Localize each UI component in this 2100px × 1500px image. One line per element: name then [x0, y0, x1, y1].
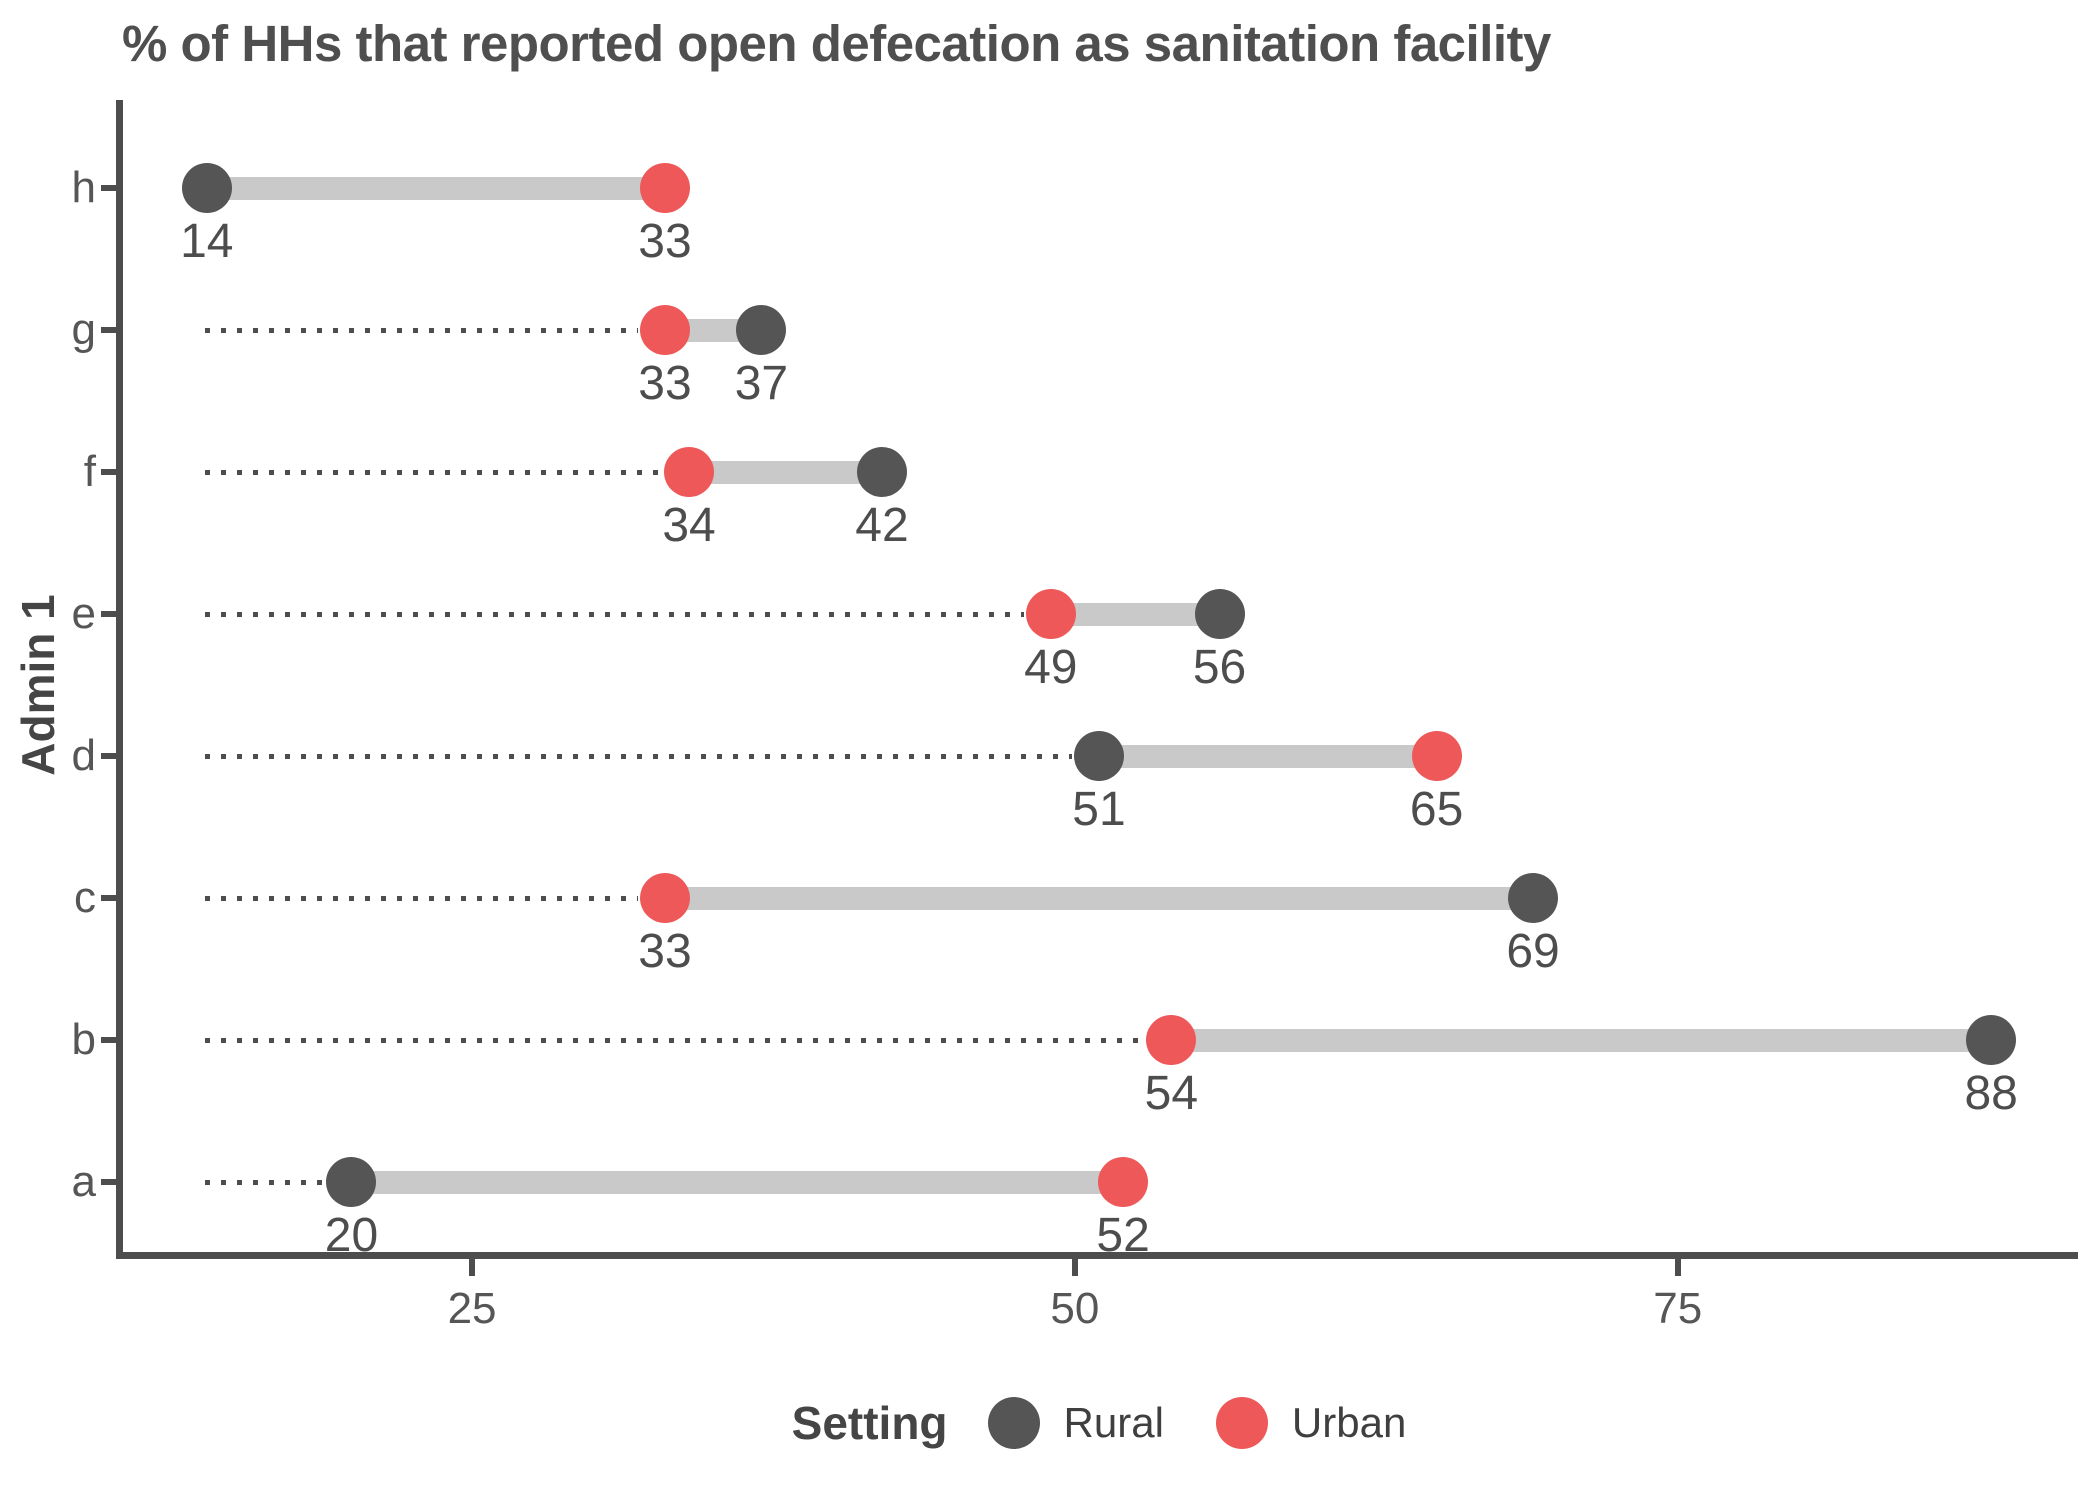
connector-bar — [1050, 603, 1220, 626]
value-label-urban: 33 — [638, 925, 692, 978]
leader-dotted-line — [204, 328, 638, 333]
chart-title: % of HHs that reported open defecation a… — [122, 15, 1551, 72]
value-label-rural: 88 — [1964, 1067, 2018, 1120]
value-label-rural: 42 — [855, 499, 909, 552]
y-axis-category-label: e — [71, 589, 96, 638]
y-axis-tick — [101, 185, 116, 191]
connector-bar — [351, 1171, 1124, 1194]
legend-rural-swatch-icon — [987, 1397, 1040, 1449]
x-axis-tick — [1674, 1259, 1681, 1276]
y-axis-tick — [101, 1037, 116, 1043]
y-axis-category-label: d — [71, 731, 96, 780]
value-label-rural: 51 — [1072, 783, 1126, 836]
value-label-rural: 37 — [734, 357, 789, 410]
leader-dotted-line — [204, 612, 1024, 617]
y-axis-tick — [101, 1179, 116, 1185]
leader-dotted-line — [204, 754, 1072, 759]
connector-bar — [1099, 745, 1437, 768]
x-axis-tick-label: 50 — [1050, 1284, 1100, 1333]
y-axis-category-label: a — [71, 1157, 96, 1206]
value-label-rural: 20 — [324, 1209, 379, 1262]
dot-rural — [181, 163, 232, 213]
dot-urban — [639, 305, 690, 355]
x-axis-line — [116, 1252, 2078, 1259]
dot-rural — [1966, 1015, 2017, 1065]
y-axis-line — [116, 100, 123, 1259]
dot-urban — [639, 873, 690, 923]
value-label-urban: 49 — [1024, 641, 1078, 694]
dot-rural — [1194, 589, 1245, 639]
dot-urban — [1411, 731, 1462, 781]
x-axis-tick-label: 25 — [447, 1284, 497, 1333]
connector-bar — [206, 177, 665, 200]
value-label-rural: 69 — [1506, 925, 1560, 978]
dot-rural — [736, 305, 787, 355]
dot-urban — [1146, 1015, 1197, 1065]
y-axis-category-label: b — [71, 1015, 96, 1064]
x-axis-tick — [1071, 1259, 1078, 1276]
dot-rural — [856, 447, 907, 497]
connector-bar — [689, 461, 882, 484]
legend-title: Setting — [791, 1397, 948, 1449]
value-label-rural: 56 — [1192, 641, 1247, 694]
y-axis-category-label: g — [71, 305, 96, 354]
y-axis-tick — [101, 753, 116, 759]
leader-dotted-line — [204, 1038, 1145, 1043]
dot-rural — [1074, 731, 1124, 781]
leader-dotted-line — [204, 1180, 325, 1185]
y-axis-category-label: h — [71, 163, 96, 212]
y-axis-category-label: f — [83, 447, 96, 496]
dot-rural — [326, 1157, 377, 1207]
dot-rural — [1508, 873, 1559, 923]
legend-urban-label: Urban — [1291, 1399, 1407, 1446]
legend-rural-label: Rural — [1063, 1399, 1164, 1446]
y-axis-category-label: c — [74, 873, 96, 922]
dot-urban — [1025, 589, 1076, 639]
x-axis-tick-label: 75 — [1653, 1284, 1703, 1333]
value-label-urban: 34 — [662, 499, 716, 552]
x-axis-tick — [469, 1259, 476, 1276]
y-axis-tick — [101, 895, 116, 901]
y-axis-tick — [101, 611, 116, 617]
y-axis-tick — [101, 469, 116, 475]
leader-dotted-line — [204, 470, 663, 475]
connector-bar — [1171, 1029, 1992, 1052]
legend: Setting Rural Urban — [120, 1388, 2078, 1458]
legend-urban-swatch-icon — [1215, 1397, 1268, 1449]
dot-urban — [664, 447, 715, 497]
value-label-urban: 65 — [1409, 783, 1464, 836]
value-label-rural: 14 — [180, 215, 234, 268]
value-label-urban: 52 — [1096, 1209, 1150, 1262]
dot-urban — [639, 163, 690, 213]
connector-bar — [664, 887, 1534, 910]
dot-urban — [1098, 1157, 1149, 1207]
leader-dotted-line — [204, 896, 638, 901]
value-label-urban: 33 — [638, 357, 692, 410]
y-axis-tick — [101, 327, 116, 333]
value-label-urban: 33 — [638, 215, 692, 268]
value-label-urban: 54 — [1144, 1067, 1199, 1120]
